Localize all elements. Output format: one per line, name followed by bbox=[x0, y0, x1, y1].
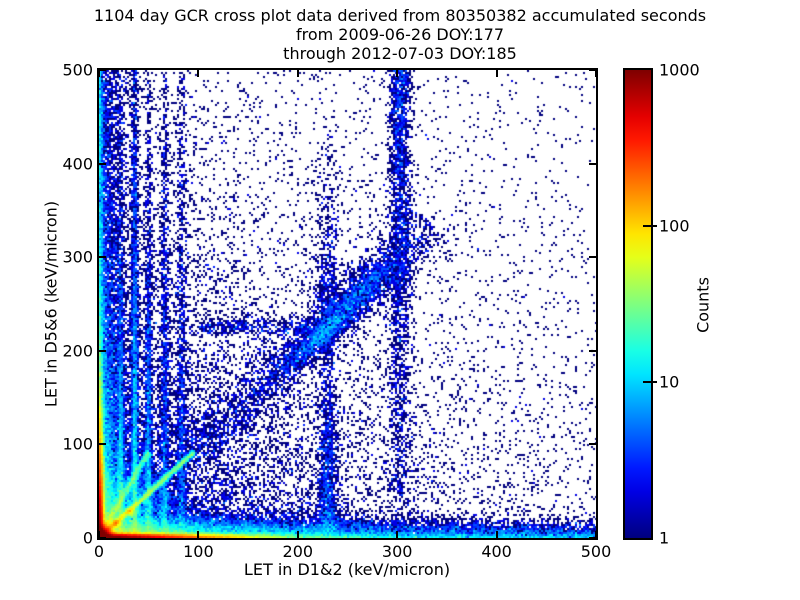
y-tick-mark-right bbox=[589, 349, 596, 352]
x-tick-mark-top bbox=[296, 70, 299, 77]
y-tick-mark bbox=[99, 69, 106, 71]
colorbar-label: Counts bbox=[693, 277, 713, 333]
y-tick-mark-right bbox=[589, 537, 596, 539]
x-tick-mark-top bbox=[495, 70, 498, 77]
x-tick-label: 200 bbox=[282, 542, 314, 561]
y-tick-mark bbox=[99, 537, 106, 539]
y-tick-mark bbox=[99, 443, 106, 446]
x-tick-label: 100 bbox=[183, 542, 214, 561]
chart-title: 1104 day GCR cross plot data derived fro… bbox=[0, 6, 800, 63]
x-tick-label: 0 bbox=[93, 542, 105, 561]
x-tick-mark-top bbox=[197, 70, 200, 77]
x-tick-label: 500 bbox=[580, 542, 612, 561]
x-tick-mark-top bbox=[98, 70, 100, 77]
y-tick-mark-right bbox=[589, 69, 596, 71]
chart-title-line-1: 1104 day GCR cross plot data derived fro… bbox=[93, 6, 707, 25]
y-tick-label: 0 bbox=[82, 528, 93, 548]
colorbar bbox=[623, 68, 653, 540]
plot-area bbox=[97, 68, 598, 540]
chart-title-line-3: through 2012-07-03 DOY:185 bbox=[283, 44, 517, 63]
chart-title-line-2: from 2009-06-26 DOY:177 bbox=[295, 25, 504, 44]
x-tick-mark bbox=[595, 531, 597, 538]
scatter-density-canvas bbox=[99, 70, 596, 538]
x-tick-label: 300 bbox=[381, 542, 413, 561]
colorbar-gradient bbox=[625, 70, 651, 538]
x-tick-mark bbox=[197, 531, 200, 538]
x-tick-mark bbox=[296, 531, 299, 538]
colorbar-tick-label: 1000 bbox=[659, 60, 700, 80]
colorbar-tick-label: 1 bbox=[659, 528, 670, 548]
y-tick-label: 200 bbox=[62, 341, 93, 361]
y-tick-mark-right bbox=[589, 162, 596, 165]
y-tick-mark bbox=[99, 349, 106, 352]
colorbar-tick-label: 10 bbox=[659, 372, 680, 392]
colorbar-tick-mark bbox=[643, 381, 657, 383]
x-tick-mark-top bbox=[595, 70, 597, 77]
y-tick-mark-right bbox=[589, 443, 596, 446]
y-tick-label: 300 bbox=[62, 247, 93, 267]
x-axis-label: LET in D1&2 (keV/micron) bbox=[243, 560, 451, 579]
y-tick-mark-right bbox=[589, 256, 596, 259]
x-tick-mark-top bbox=[396, 70, 399, 77]
y-tick-label: 500 bbox=[62, 60, 93, 80]
y-tick-mark bbox=[99, 162, 106, 165]
y-tick-mark bbox=[99, 256, 106, 259]
x-tick-mark bbox=[98, 531, 100, 538]
y-tick-label: 100 bbox=[62, 434, 93, 454]
x-tick-mark bbox=[396, 531, 399, 538]
y-tick-label: 400 bbox=[62, 154, 93, 174]
x-tick-label: 400 bbox=[481, 542, 512, 561]
colorbar-tick-label: 100 bbox=[659, 216, 690, 236]
x-tick-mark bbox=[495, 531, 498, 538]
y-axis-label: LET in D5&6 (keV/micron) bbox=[41, 200, 61, 408]
colorbar-tick-mark bbox=[643, 225, 657, 227]
